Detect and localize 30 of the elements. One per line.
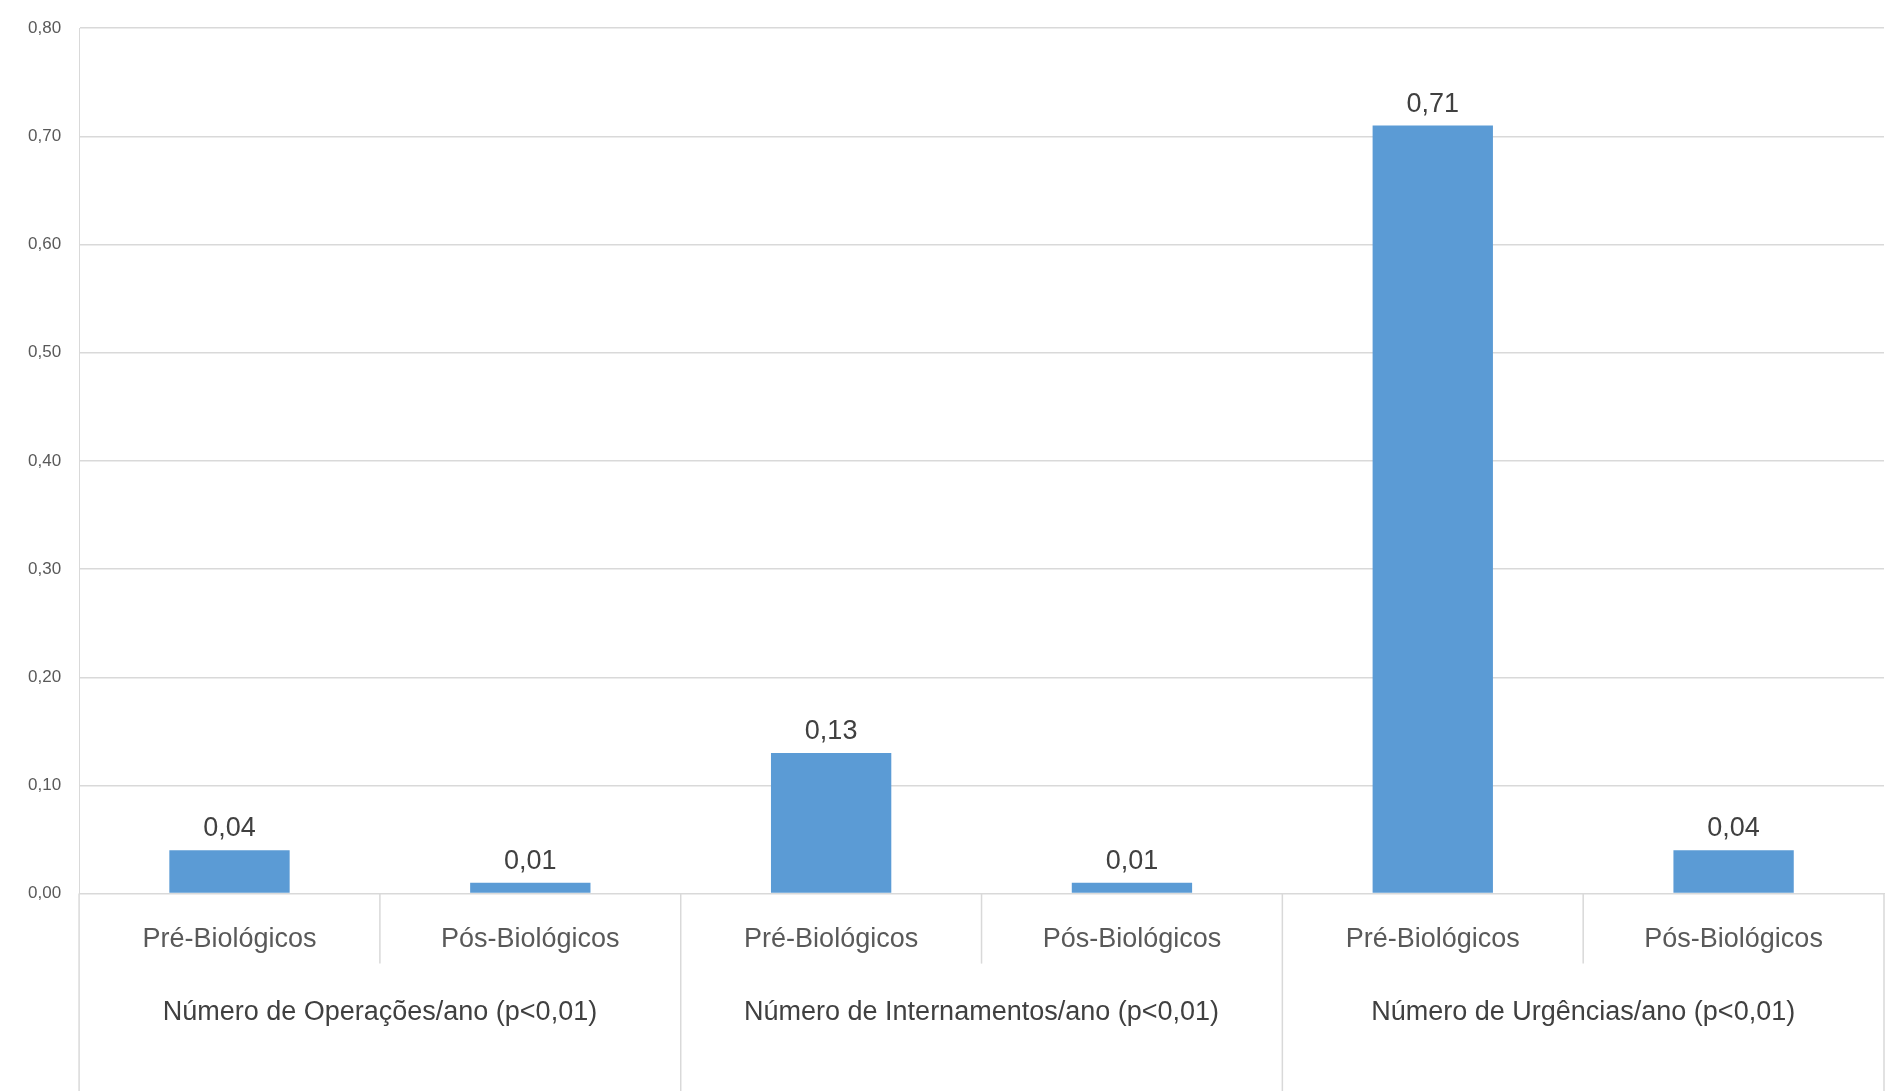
- y-tick-label: 0,40: [27, 450, 62, 470]
- y-tick-label: 0,50: [27, 342, 62, 362]
- y-tick-label: 0,80: [27, 17, 62, 37]
- data-label: 0,01: [504, 844, 557, 875]
- bar: [169, 850, 290, 893]
- y-tick-label: 0,70: [27, 126, 62, 146]
- data-label: 0,71: [1406, 87, 1460, 118]
- text: Número de Urgências/ano (p<0,01): [1371, 995, 1796, 1026]
- x-tick-label: Pré-Biológicos: [744, 923, 919, 954]
- x-tick-label: Pré-Biológicos: [142, 923, 317, 954]
- y-tick-label: 0,20: [27, 666, 62, 686]
- bar: [1673, 850, 1794, 893]
- data-label: 0,01: [1105, 844, 1159, 875]
- bar: [1372, 125, 1493, 893]
- bar: [470, 882, 591, 893]
- x-tick-label: Pós-Biológicos: [1042, 923, 1222, 954]
- x-tick-label: Pré-Biológicos: [1345, 923, 1520, 954]
- data-label: 0,04: [1707, 812, 1760, 843]
- text: Número de Internamentos/ano (p<0,01): [744, 995, 1220, 1026]
- data-label: 0,13: [804, 714, 858, 745]
- bar: [1071, 882, 1193, 893]
- y-tick-label: 0,60: [27, 234, 62, 254]
- bar: [770, 752, 892, 893]
- text: Número de Operações/ano (p<0,01): [162, 995, 598, 1026]
- y-tick-label: 0,30: [27, 558, 62, 578]
- y-tick-label: 0,10: [27, 775, 62, 795]
- x-tick-label: Pós-Biológicos: [1644, 923, 1823, 954]
- y-tick-label: 0,00: [27, 883, 62, 903]
- x-tick-label: Pós-Biológicos: [441, 923, 620, 954]
- data-label: 0,04: [203, 812, 256, 843]
